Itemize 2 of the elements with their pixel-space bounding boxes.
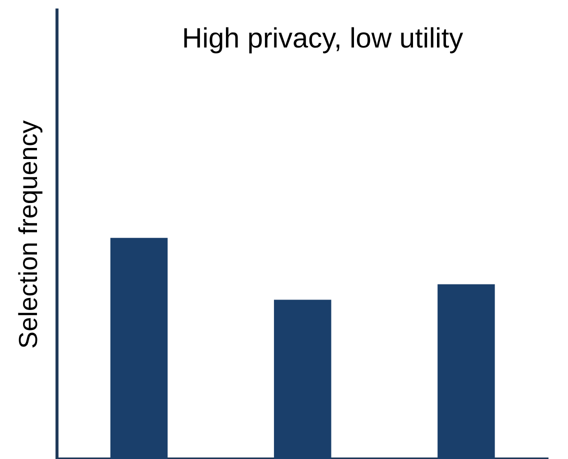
y-axis-title: Selection frequency (12, 120, 43, 349)
chart-title: High privacy, low utility (182, 22, 464, 54)
